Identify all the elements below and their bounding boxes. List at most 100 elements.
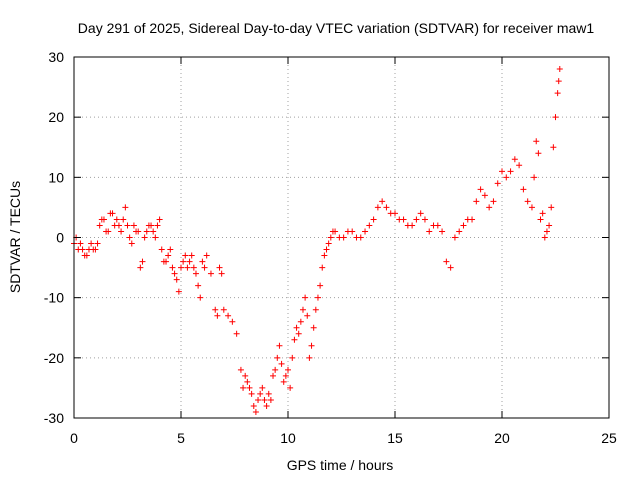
data-point bbox=[178, 264, 184, 271]
data-point bbox=[304, 312, 311, 319]
x-tick-label: 15 bbox=[387, 430, 403, 446]
data-point bbox=[214, 312, 221, 319]
data-point bbox=[171, 270, 178, 277]
data-point bbox=[192, 270, 199, 277]
data-point bbox=[295, 330, 302, 337]
data-point bbox=[233, 330, 240, 337]
data-point bbox=[387, 210, 394, 217]
data-point bbox=[370, 216, 377, 223]
data-point bbox=[88, 240, 95, 247]
axis-ticks: 0 5 10 15 20 25 -30 -20 -10 0 10 20 30 bbox=[44, 49, 617, 446]
data-point bbox=[287, 384, 294, 391]
data-point bbox=[216, 264, 223, 271]
data-point bbox=[240, 384, 247, 391]
data-point bbox=[548, 204, 555, 211]
data-point bbox=[152, 234, 159, 241]
data-point bbox=[203, 252, 210, 259]
data-point bbox=[516, 162, 523, 169]
data-point bbox=[555, 78, 562, 85]
data-point bbox=[297, 318, 304, 325]
data-point bbox=[344, 228, 351, 235]
data-point bbox=[81, 252, 88, 259]
data-point bbox=[535, 150, 542, 157]
y-tick-label: 0 bbox=[56, 230, 64, 246]
data-point bbox=[175, 288, 182, 295]
data-point bbox=[163, 258, 170, 265]
data-point bbox=[133, 228, 140, 235]
data-point bbox=[248, 390, 255, 397]
data-point bbox=[190, 264, 197, 271]
data-point bbox=[199, 258, 206, 265]
data-point bbox=[531, 174, 538, 181]
data-point bbox=[261, 396, 268, 403]
grid bbox=[74, 57, 609, 418]
x-tick-label: 5 bbox=[177, 430, 185, 446]
data-point bbox=[98, 216, 105, 223]
data-point bbox=[366, 222, 373, 229]
data-point bbox=[507, 168, 514, 175]
data-point bbox=[237, 366, 244, 373]
data-point bbox=[255, 396, 262, 403]
y-tick-label: -20 bbox=[44, 350, 64, 366]
data-point bbox=[120, 216, 127, 223]
data-point bbox=[289, 354, 296, 361]
data-point bbox=[539, 210, 546, 217]
data-point bbox=[180, 258, 187, 265]
data-point bbox=[379, 198, 386, 205]
data-point bbox=[404, 222, 411, 229]
data-point bbox=[490, 198, 497, 205]
data-point bbox=[464, 216, 471, 223]
y-tick-label: 10 bbox=[48, 169, 64, 185]
data-point bbox=[477, 186, 484, 193]
data-point bbox=[118, 228, 125, 235]
chart-title: Day 291 of 2025, Sidereal Day-to-day VTE… bbox=[78, 20, 595, 36]
data-point bbox=[426, 228, 433, 235]
data-point bbox=[299, 306, 306, 313]
data-point bbox=[113, 216, 120, 223]
data-point bbox=[225, 312, 232, 319]
data-point bbox=[417, 210, 424, 217]
data-point bbox=[165, 252, 172, 259]
data-point bbox=[528, 204, 535, 211]
data-point bbox=[115, 222, 122, 229]
data-point bbox=[94, 240, 101, 247]
data-point bbox=[396, 216, 403, 223]
data-point bbox=[150, 228, 157, 235]
data-point bbox=[246, 384, 253, 391]
data-point bbox=[321, 252, 328, 259]
data-point bbox=[439, 228, 446, 235]
data-point bbox=[302, 294, 309, 301]
data-point bbox=[533, 138, 540, 145]
data-point bbox=[473, 198, 480, 205]
data-point bbox=[556, 66, 563, 73]
data-point bbox=[244, 378, 251, 385]
data-point bbox=[242, 372, 249, 379]
data-point bbox=[319, 264, 326, 271]
x-tick-label: 0 bbox=[70, 430, 78, 446]
data-point bbox=[336, 234, 343, 241]
data-point bbox=[456, 228, 463, 235]
data-point bbox=[421, 216, 428, 223]
data-point bbox=[90, 246, 97, 253]
data-point bbox=[430, 222, 437, 229]
data-point bbox=[274, 354, 281, 361]
data-point bbox=[329, 228, 336, 235]
x-tick-label: 25 bbox=[601, 430, 617, 446]
data-point bbox=[103, 228, 110, 235]
data-point bbox=[173, 276, 180, 283]
data-point bbox=[207, 270, 214, 277]
data-point bbox=[291, 336, 298, 343]
data-point bbox=[413, 216, 420, 223]
data-point bbox=[543, 228, 550, 235]
data-point bbox=[325, 240, 332, 247]
data-point bbox=[96, 222, 103, 229]
data-point bbox=[524, 198, 531, 205]
data-point bbox=[267, 396, 274, 403]
data-point bbox=[554, 90, 561, 97]
data-marks bbox=[71, 66, 563, 415]
x-axis-label: GPS time / hours bbox=[287, 457, 394, 473]
y-tick-label: -30 bbox=[44, 410, 64, 426]
data-point bbox=[374, 204, 381, 211]
data-point bbox=[323, 246, 330, 253]
